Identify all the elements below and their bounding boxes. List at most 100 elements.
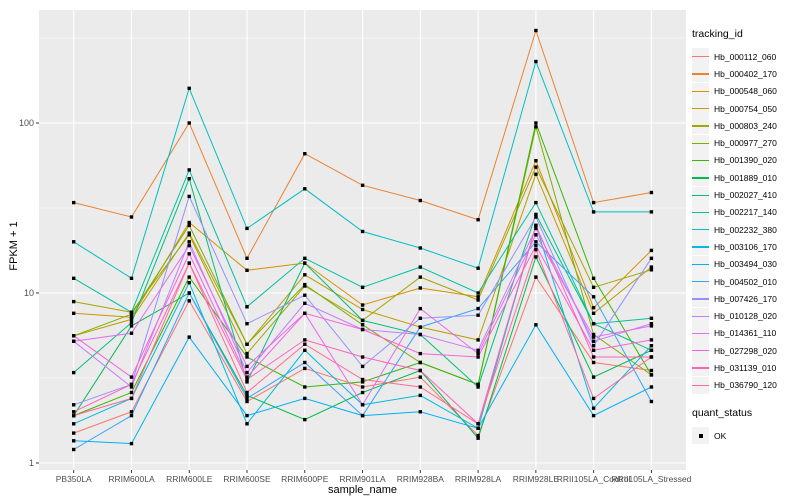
legend-key-line-icon — [692, 56, 709, 58]
legend-key-box — [692, 100, 709, 118]
data-point — [534, 215, 538, 219]
legend-label: Hb_002217_140 — [714, 207, 777, 218]
x-tick-label: RRIM600LE — [166, 474, 213, 484]
data-point — [245, 390, 249, 395]
data-point — [303, 417, 307, 422]
data-point — [476, 351, 480, 356]
data-point — [303, 338, 307, 342]
data-point — [129, 324, 134, 328]
legend-quant-status: quant_status OK — [692, 407, 798, 445]
data-point — [534, 212, 538, 217]
data-point — [303, 301, 307, 305]
data-point — [303, 152, 307, 156]
legend-key-line-icon — [692, 159, 709, 162]
data-point — [303, 348, 307, 352]
data-point — [649, 265, 654, 269]
data-point — [418, 306, 422, 311]
data-point — [591, 413, 596, 418]
data-point — [245, 305, 249, 309]
data-point — [303, 187, 307, 191]
legend-key-line-icon — [692, 229, 709, 231]
data-point — [649, 348, 654, 352]
data-point — [649, 248, 654, 253]
data-point — [303, 256, 307, 260]
data-point — [187, 252, 191, 256]
legend-title-tracking-id: tracking_id — [692, 28, 743, 40]
data-point — [476, 291, 480, 295]
data-point — [360, 364, 365, 369]
data-point — [476, 382, 480, 387]
data-point — [649, 338, 654, 342]
data-point — [534, 125, 538, 129]
data-point — [72, 339, 76, 343]
data-point — [476, 348, 480, 352]
data-point — [245, 351, 249, 356]
data-point — [72, 431, 76, 435]
legend-label: Hb_027298_020 — [714, 345, 777, 356]
legend-item: Hb_003106_170 — [692, 238, 798, 256]
legend-key-line-icon — [692, 315, 709, 317]
legend-key-line-icon — [692, 367, 709, 369]
legend-key-line-icon — [692, 246, 709, 248]
legend-item: Hb_002027_410 — [692, 186, 798, 204]
legend-key-box — [692, 376, 709, 394]
legend-item: Hb_001390_020 — [692, 151, 798, 169]
data-point — [187, 168, 191, 172]
data-point — [591, 295, 596, 299]
data-point — [245, 364, 249, 369]
data-point — [245, 268, 249, 272]
data-point — [534, 59, 538, 64]
legend-item: Hb_000754_050 — [692, 100, 798, 118]
data-point — [649, 316, 654, 320]
data-point — [129, 382, 134, 387]
data-point — [360, 183, 365, 187]
data-point — [591, 375, 596, 379]
legend-key-line-icon — [692, 177, 709, 179]
data-point — [245, 399, 249, 404]
legend-item: Hb_010128_020 — [692, 307, 798, 325]
legend-key-box — [692, 221, 709, 239]
legend-key-box — [692, 359, 709, 377]
data-point — [476, 338, 480, 342]
legend-label: Hb_014361_110 — [714, 328, 777, 339]
legend-item: Hb_036790_120 — [692, 376, 798, 394]
legend-label: Hb_001889_010 — [714, 172, 777, 183]
data-point — [303, 282, 307, 287]
data-point — [303, 396, 307, 401]
data-point — [303, 360, 307, 365]
legend-label: Hb_000548_060 — [714, 86, 777, 97]
data-point — [245, 396, 249, 401]
data-point — [591, 210, 596, 214]
data-point — [591, 322, 596, 326]
legend-key-line-icon — [692, 108, 709, 110]
data-point — [72, 370, 76, 375]
data-point — [303, 342, 307, 346]
data-point — [591, 306, 596, 310]
data-point — [303, 261, 307, 265]
legend-key-box — [692, 255, 709, 273]
data-point — [72, 422, 76, 426]
data-point — [649, 344, 654, 348]
data-point — [360, 385, 365, 389]
legend-item: Hb_001889_010 — [692, 169, 798, 187]
data-point — [534, 159, 538, 163]
x-tick-label: RRIM928LA — [455, 474, 502, 484]
data-point — [360, 327, 365, 332]
data-point — [360, 229, 365, 234]
data-point — [129, 385, 134, 389]
data-point — [245, 226, 249, 231]
data-point — [476, 426, 480, 430]
data-point — [245, 422, 249, 426]
legend-label: Hb_000112_060 — [714, 51, 777, 62]
data-point — [360, 318, 365, 323]
legend-label: Hb_036790_120 — [714, 380, 777, 391]
data-point — [534, 172, 538, 176]
data-point — [72, 410, 76, 414]
data-point — [534, 165, 538, 169]
data-point — [360, 403, 365, 407]
data-point — [534, 226, 538, 231]
legend-label: Hb_003106_170 — [714, 241, 777, 252]
data-point — [591, 339, 596, 343]
data-point — [187, 261, 191, 265]
data-point — [245, 413, 249, 418]
